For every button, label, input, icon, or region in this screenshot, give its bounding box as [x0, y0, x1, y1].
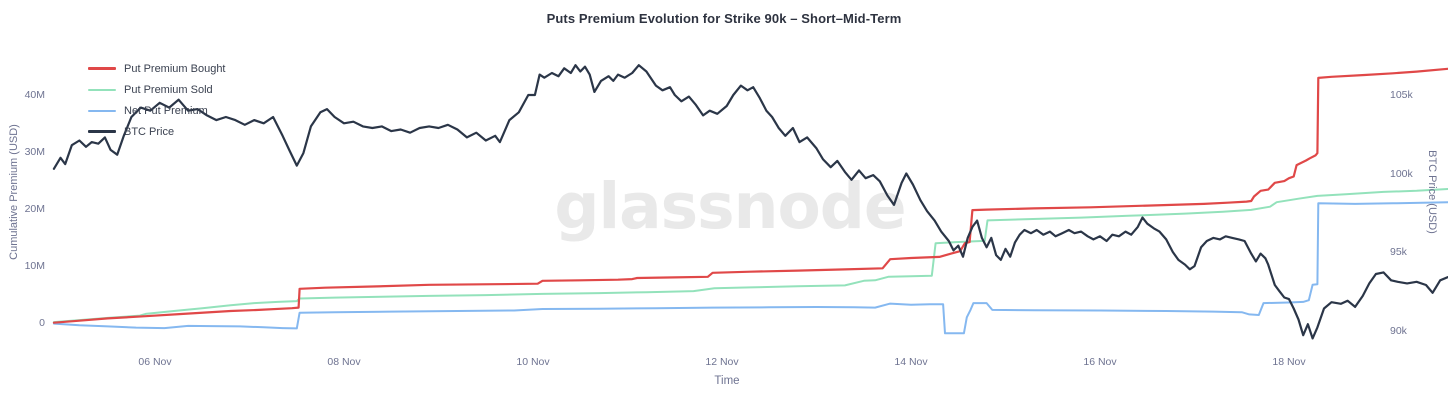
legend-line-swatch: [88, 67, 116, 70]
right-tick-100k: 100k: [1390, 167, 1413, 180]
x-tick-18-Nov: 18 Nov: [1272, 356, 1306, 368]
left-tick-30M: 30M: [24, 146, 45, 158]
left-tick-0: 0: [39, 317, 45, 329]
series-btc-price: [52, 64, 1448, 340]
left-tick-40M: 40M: [24, 89, 45, 101]
legend-label: Put Premium Bought: [124, 62, 226, 75]
right-tick-105k: 105k: [1390, 89, 1413, 101]
right-axis-title: BTC Price (USD): [1426, 150, 1438, 234]
legend-item-btc-price[interactable]: BTC Price: [88, 125, 226, 138]
legend-line-swatch: [88, 88, 116, 91]
x-axis-title: Time: [714, 375, 740, 387]
right-tick-90k: 90k: [1390, 324, 1407, 337]
series-net-put-premium: [52, 201, 1448, 335]
legend: Put Premium Bought Put Premium Sold Net Pu…: [88, 62, 226, 146]
chart-title: Puts Premium Evolution for Strike 90k – …: [546, 11, 902, 26]
legend-item-put-premium-sold[interactable]: Put Premium Sold: [88, 83, 226, 96]
legend-line-swatch: [88, 109, 116, 112]
legend-label: Put Premium Sold: [124, 83, 213, 96]
series-put-premium-sold: [52, 188, 1448, 324]
legend-label: Net Put Premium: [124, 104, 208, 117]
legend-line-swatch: [88, 130, 116, 133]
left-tick-10M: 10M: [24, 260, 45, 272]
x-tick-12-Nov: 12 Nov: [705, 356, 739, 368]
glassnode-watermark: glassnode: [554, 170, 906, 243]
x-tick-14-Nov: 14 Nov: [894, 356, 928, 368]
x-tick-06-Nov: 06 Nov: [138, 356, 172, 368]
right-tick-95k: 95k: [1390, 246, 1407, 258]
left-tick-20M: 20M: [24, 203, 45, 215]
series-put-premium-bought: [52, 67, 1448, 324]
x-tick-10-Nov: 10 Nov: [516, 356, 550, 368]
legend-item-net-put-premium[interactable]: Net Put Premium: [88, 104, 226, 117]
legend-label: BTC Price: [124, 125, 175, 138]
left-axis-title: Cumulative Premium (USD): [8, 124, 20, 260]
x-tick-08-Nov: 08 Nov: [327, 356, 361, 368]
x-tick-16-Nov: 16 Nov: [1083, 356, 1117, 368]
legend-item-put-premium-bought[interactable]: Put Premium Bought: [88, 62, 226, 75]
